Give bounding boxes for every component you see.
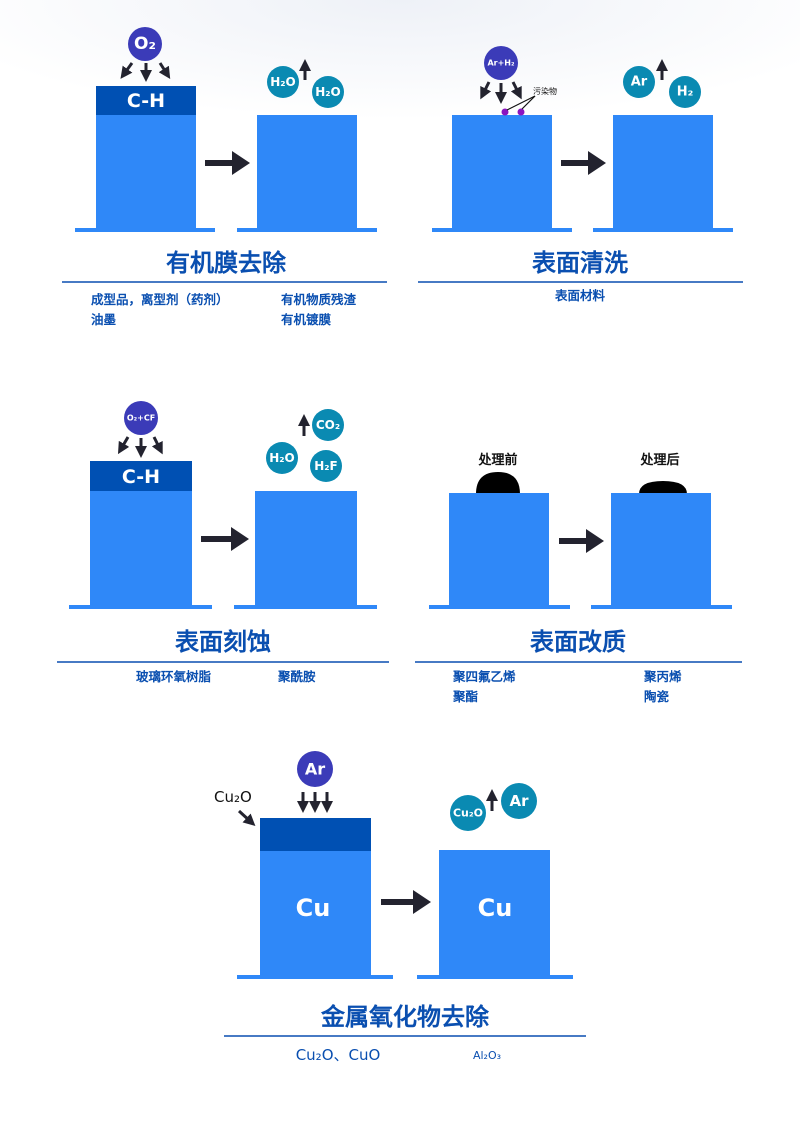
h2-label: H₂ [677, 85, 694, 100]
contaminant-label: 污染物 [533, 86, 557, 96]
cu2o-molecule [450, 795, 486, 831]
substrate-block [257, 115, 357, 230]
h2o-label: H₂O [270, 75, 296, 89]
application-item: Cu₂O、CuO [296, 1046, 381, 1064]
ar-molecule [623, 66, 655, 98]
down-arrows-icon [120, 62, 171, 82]
panel-surface-cleaning: Ar+H₂ 污染物 Ar H₂ 表面清洗 表面材料 [418, 46, 743, 303]
ch-layer-label: C-H [122, 466, 160, 488]
cu-label: Cu [296, 894, 331, 922]
substrate-block [613, 115, 713, 230]
h2o-molecule [266, 442, 298, 474]
contaminant-particle [501, 108, 509, 116]
ch-layer [96, 86, 196, 115]
application-item: 有机物质残渣 [281, 292, 357, 307]
h2o-label: H₂O [269, 451, 295, 465]
o2-cf-molecule [124, 401, 158, 435]
h2f-molecule [310, 450, 342, 482]
h2f-label: H₂F [314, 459, 338, 473]
section-title: 表面清洗 [532, 249, 628, 277]
section-title: 表面刻蚀 [175, 628, 271, 656]
cu2o-layer-label: Cu₂O [214, 788, 252, 806]
h2o-molecule [267, 66, 299, 98]
down-arrows-icon [297, 792, 333, 813]
ar-label: Ar [305, 760, 325, 779]
before-label: 处理前 [477, 452, 517, 468]
co2-molecule [312, 409, 344, 441]
o2-molecule [128, 27, 162, 61]
ar-molecule [297, 751, 333, 787]
ar-label: Ar [509, 792, 529, 810]
application-item: 成型品，离型剂（药剂） [91, 292, 229, 307]
application-item: 有机镀膜 [281, 312, 332, 327]
oxide-layer [260, 818, 371, 851]
application-item: 油墨 [91, 312, 117, 327]
section-title: 表面改质 [530, 628, 626, 656]
panel-organic-removal: C-H O₂ H₂O H₂O 有机膜去除 成型品，离型剂（药剂） 油墨 有机物质… [62, 27, 387, 327]
water-droplet-after [639, 481, 687, 494]
contaminant-particle [517, 108, 525, 116]
h2o-label: H₂O [315, 85, 341, 99]
panel-surface-etching: C-H O₂+CF CO₂ H₂O H₂F 表面刻蚀 玻璃环氧树脂 聚酰胺 [57, 401, 389, 684]
substrate-block [449, 493, 549, 607]
substrate-block [452, 115, 552, 230]
panel-surface-modification: 处理前 处理后 表面改质 聚四氟乙烯 聚酯 聚丙烯 陶瓷 [415, 452, 742, 704]
application-item: 陶瓷 [644, 689, 670, 704]
copper-block [439, 850, 550, 977]
application-item: 聚酰胺 [277, 669, 316, 684]
application-item: 聚丙烯 [643, 669, 682, 684]
application-item: 聚四氟乙烯 [452, 669, 516, 684]
ch-layer-label: C-H [127, 90, 165, 112]
pointer-arrow-icon [237, 809, 256, 827]
ar-h2-molecule [484, 46, 518, 80]
substrate-block [611, 493, 711, 607]
water-droplet-before [476, 472, 520, 494]
ar-label: Ar [631, 75, 648, 90]
h2-molecule [669, 76, 701, 108]
pointer-line [506, 95, 536, 111]
ch-layer [90, 461, 192, 491]
down-arrows-icon [480, 81, 522, 104]
application-item: 玻璃环氧树脂 [136, 669, 212, 684]
ar-molecule [501, 783, 537, 819]
application-item: 表面材料 [554, 288, 606, 303]
application-item: Al₂O₃ [473, 1049, 501, 1062]
application-item: 聚酯 [452, 689, 479, 704]
cu2o-label: Cu₂O [453, 807, 483, 820]
cu-label: Cu [478, 894, 513, 922]
pointer-line [521, 95, 536, 110]
ar-h2-label: Ar+H₂ [487, 59, 515, 68]
co2-label: CO₂ [316, 418, 340, 432]
o2-cf-label: O₂+CF [127, 414, 155, 423]
section-title: 有机膜去除 [166, 249, 287, 277]
substrate-block [255, 491, 357, 607]
section-title: 金属氧化物去除 [320, 1003, 490, 1031]
down-arrows-icon [117, 436, 163, 458]
h2o-molecule [312, 76, 344, 108]
panel-metal-oxide-removal: Cu Ar Cu₂O Cu Cu₂O Ar 金属氧化物去除 Cu₂O、CuO A… [214, 751, 586, 1064]
o2-label: O₂ [134, 34, 156, 54]
after-label: 处理后 [639, 452, 679, 468]
